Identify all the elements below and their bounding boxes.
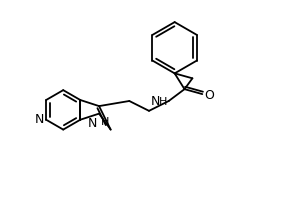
Text: H: H xyxy=(158,97,167,107)
Text: N: N xyxy=(88,117,97,130)
Text: N: N xyxy=(35,113,44,126)
Text: O: O xyxy=(204,89,214,102)
Text: N: N xyxy=(151,95,160,108)
Text: H: H xyxy=(101,117,110,127)
